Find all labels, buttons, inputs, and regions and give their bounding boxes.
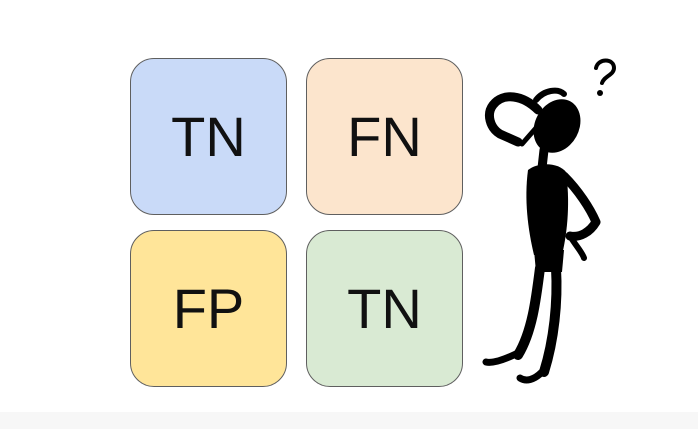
tile-bottom-left-label: FP <box>172 276 245 340</box>
tile-top-left: TN <box>130 58 287 215</box>
tile-top-right: FN <box>306 58 463 215</box>
tile-bottom-left: FP <box>130 230 287 387</box>
question-mark-dot <box>597 90 603 96</box>
confused-person-icon <box>482 58 616 384</box>
figure-torso <box>526 164 569 255</box>
tile-bottom-right-label: TN <box>347 276 422 340</box>
tile-top-right-label: FN <box>347 104 422 168</box>
tile-bottom-right: TN <box>306 230 463 387</box>
question-mark-icon <box>594 58 616 85</box>
bottom-band <box>0 412 698 429</box>
figure-head <box>533 99 581 153</box>
tile-top-left-label: TN <box>171 104 246 168</box>
